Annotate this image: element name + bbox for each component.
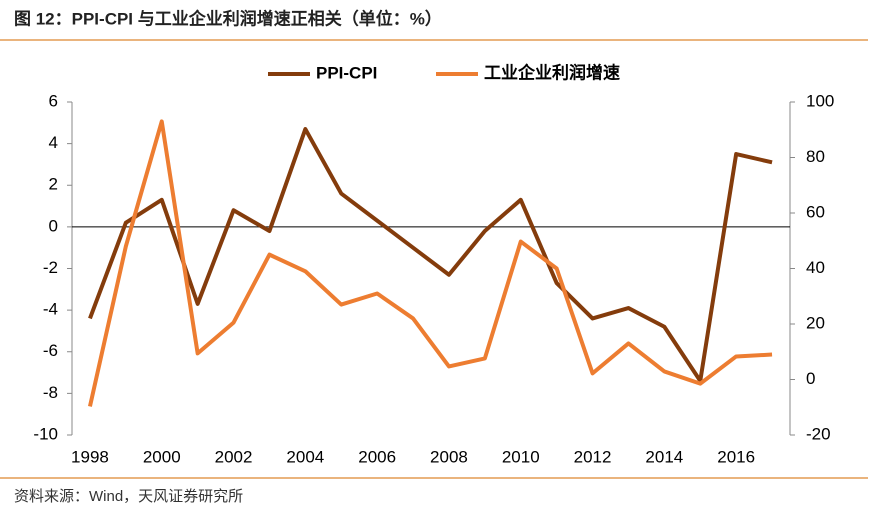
y-tick-label: 6: [49, 91, 58, 110]
series-line: [88, 127, 773, 383]
y-tick-label: 4: [49, 133, 58, 152]
y-tick-label: -2: [43, 258, 58, 277]
y2-tick-label: -20: [806, 424, 831, 443]
y2-tick-label: 80: [806, 147, 825, 166]
y-tick-label: -6: [43, 341, 58, 360]
y2-tick-label: 60: [806, 202, 825, 221]
y-tick-label: -10: [33, 424, 58, 443]
x-tick-label: 1998: [71, 447, 109, 466]
y-tick-label: 0: [49, 216, 58, 235]
x-tick-label: 2000: [143, 447, 181, 466]
x-tick-label: 2008: [430, 447, 468, 466]
y2-tick-label: 100: [806, 91, 834, 110]
x-tick-label: 2010: [502, 447, 540, 466]
x-tick-label: 2012: [574, 447, 612, 466]
y-tick-label: -8: [43, 383, 58, 402]
x-tick-label: 2004: [286, 447, 324, 466]
y-tick-label: 2: [49, 175, 58, 194]
y-tick-label: -4: [43, 300, 58, 319]
y2-tick-label: 20: [806, 313, 825, 332]
y2-tick-label: 0: [806, 369, 815, 388]
x-tick-label: 2014: [645, 447, 683, 466]
chart-title: 图 12：PPI-CPI 与工业企业利润增速正相关（单位：%）: [14, 8, 442, 28]
y2-tick-label: 40: [806, 258, 825, 277]
x-tick-label: 2002: [215, 447, 253, 466]
x-tick-label: 2016: [717, 447, 755, 466]
legend-label: 工业企业利润增速: [484, 62, 620, 82]
legend-label: PPI-CPI: [316, 63, 377, 82]
x-tick-label: 2006: [358, 447, 396, 466]
source: 资料来源：Wind，天风证券研究所: [14, 488, 243, 505]
series-line: [87, 119, 773, 407]
